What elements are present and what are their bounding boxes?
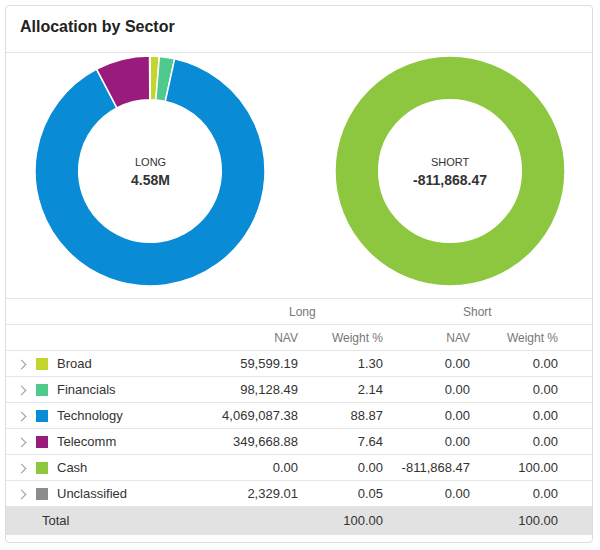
html-text:Financials: Financials: [57, 382, 116, 397]
html-text:NAV: NAV: [446, 330, 470, 345]
html-text:98,128.49: 98,128.49: [240, 382, 298, 397]
html-text:0.00: 0.00: [532, 434, 558, 449]
html-text:0.00: 0.00: [532, 356, 558, 371]
svg-text:4.58M: 4.58M: [131, 172, 170, 188]
html-text:Unclassified: Unclassified: [57, 486, 128, 501]
html-text:2.14: 2.14: [357, 382, 383, 397]
html-text:0.00: 0.00: [444, 382, 470, 397]
html-text:7.64: 7.64: [357, 434, 383, 449]
html-text:59,599.19: 59,599.19: [240, 356, 298, 371]
html-text:0.00: 0.00: [532, 486, 558, 501]
html-text:Weight %: Weight %: [506, 330, 558, 345]
html-text:Technology: Technology: [57, 408, 123, 423]
html-text:Broad: Broad: [57, 356, 92, 371]
html-text:0.05: 0.05: [357, 486, 383, 501]
html-text:Cash: Cash: [57, 460, 88, 475]
html-text:Long: Long: [289, 304, 316, 319]
html-text:0.00: 0.00: [357, 460, 383, 475]
html-text:Allocation by Sector: Allocation by Sector: [20, 18, 175, 35]
html-text:Weight %: Weight %: [331, 330, 383, 345]
html-text:0.00: 0.00: [444, 434, 470, 449]
html-text:0.00: 0.00: [444, 408, 470, 423]
html-text:Telecomm: Telecomm: [57, 434, 117, 449]
html-text:NAV: NAV: [274, 330, 298, 345]
html-text:0.00: 0.00: [272, 460, 298, 475]
html-text:0.00: 0.00: [444, 486, 470, 501]
svg-text:LONG: LONG: [135, 156, 166, 168]
html-text:0.00: 0.00: [532, 382, 558, 397]
html-text:1.30: 1.30: [357, 356, 383, 371]
svg-text:-811,868.47: -811,868.47: [413, 172, 487, 188]
html-text:100.00: 100.00: [343, 513, 383, 529]
html-text:Total: Total: [42, 513, 70, 529]
svg-text:SHORT: SHORT: [431, 156, 470, 168]
html-text:0.00: 0.00: [444, 356, 470, 371]
html-text:349,668.88: 349,668.88: [232, 434, 298, 449]
html-text:0.00: 0.00: [532, 408, 558, 423]
html-text:4,069,087.38: 4,069,087.38: [222, 408, 298, 423]
html-text:100.00: 100.00: [518, 513, 558, 529]
html-text:100.00: 100.00: [518, 460, 558, 475]
html-text:2,329.01: 2,329.01: [247, 486, 298, 501]
html-text:88.87: 88.87: [350, 408, 383, 423]
html-text:Short: Short: [463, 304, 492, 319]
html-text:-811,868.47: -811,868.47: [401, 460, 470, 475]
